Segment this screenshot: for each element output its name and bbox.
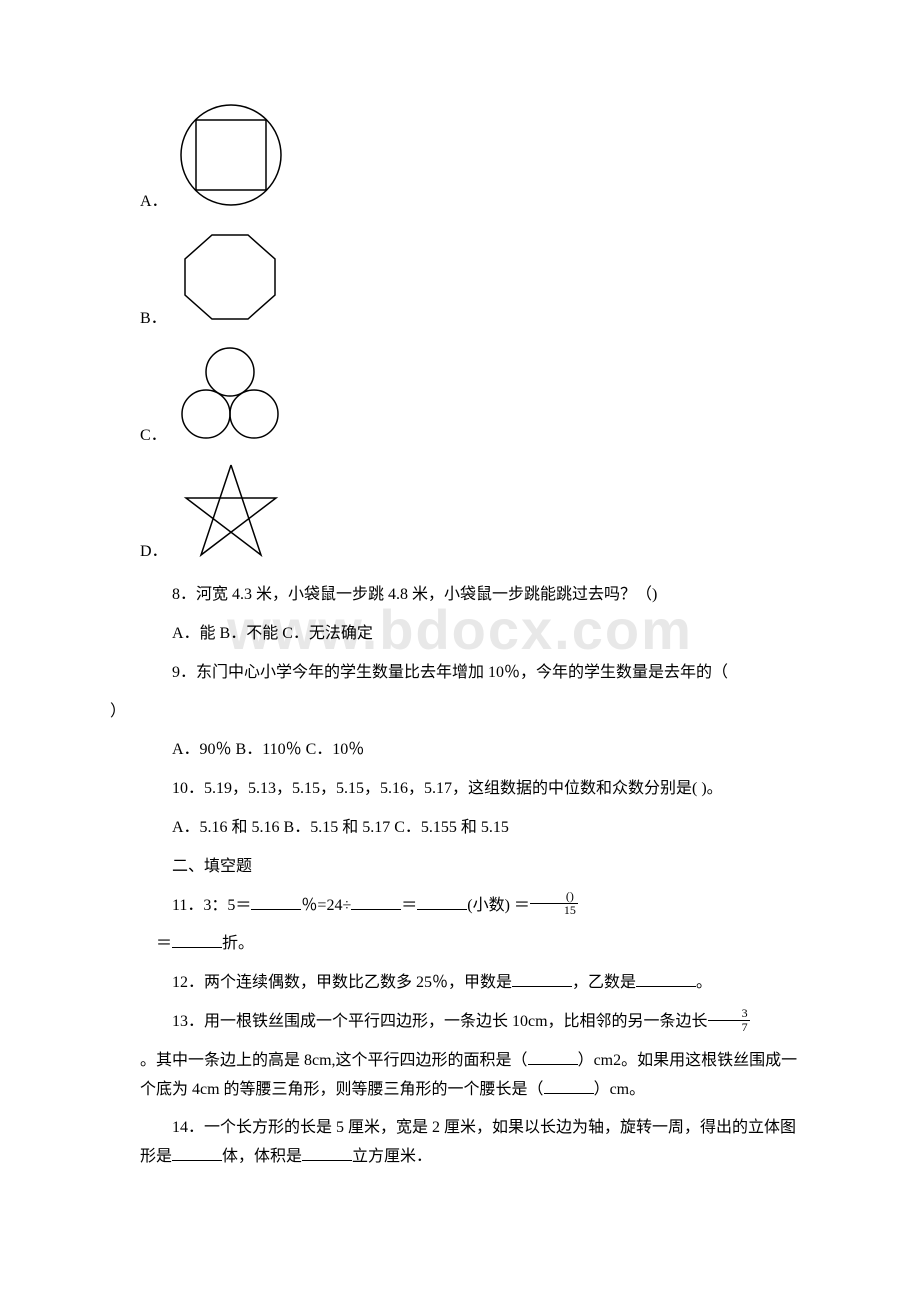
- q14-blank1: [172, 1144, 222, 1161]
- q8-choices: A．能 B．不能 C．无法确定: [140, 620, 810, 649]
- q13-line2: 。其中一条边上的高是 8cm,这个平行四边形的面积是（）cm2。如果用这根铁丝围…: [140, 1047, 810, 1105]
- q9-text-span: 9．东门中心小学今年的学生数量比去年增加 10％，今年的学生数量是去年的（: [172, 664, 728, 681]
- q14-p2: 体，体积是: [222, 1148, 302, 1165]
- q13-frac-num: 3: [708, 1007, 750, 1021]
- q12-blank2: [636, 970, 696, 987]
- q11-line2: ＝ 折。: [140, 930, 810, 959]
- q12-p1: 12．两个连续偶数，甲数比乙数多 25％，甲数是: [172, 974, 512, 991]
- document-content: A． B． C．: [140, 100, 810, 1172]
- q13-blank1: [528, 1048, 578, 1065]
- q11-p6: 折。: [222, 935, 254, 952]
- option-b-row: B．: [140, 227, 810, 338]
- q12-p3: 。: [696, 974, 712, 991]
- q13-fraction: 37: [708, 1007, 750, 1034]
- q13-line1: 13．用一根铁丝围成一个平行四边形，一条边长 10cm，比相邻的另一条边长37: [140, 1008, 810, 1037]
- shape-star: [176, 460, 286, 571]
- q9-close: ）: [110, 698, 810, 727]
- q11-blank2: [351, 893, 401, 910]
- option-b-label: B．: [140, 305, 167, 334]
- q11-frac-den: 15: [530, 904, 578, 917]
- q11-p5: ＝: [156, 935, 172, 952]
- q12-p2: ，乙数是: [572, 974, 636, 991]
- q10-choices: A．5.16 和 5.16 B．5.15 和 5.17 C．5.155 和 5.…: [140, 814, 810, 843]
- shape-square-in-circle: [176, 100, 286, 221]
- option-a-label: A．: [140, 188, 168, 217]
- option-d-row: D．: [140, 460, 810, 571]
- q13-blank2: [544, 1077, 594, 1094]
- option-a-row: A．: [140, 100, 810, 221]
- q11-line1: 11．3：5＝ ％=24÷ ＝ (小数) ＝()15: [140, 892, 810, 921]
- q12-blank1: [512, 970, 572, 987]
- q11-p2: ％=24÷: [301, 897, 351, 914]
- q8-text: 8．河宽 4.3 米，小袋鼠一步跳 4.8 米，小袋鼠一步跳能跳过去吗？（): [140, 581, 810, 610]
- q9-choices: A．90％ B．110％ C．10％: [140, 736, 810, 765]
- q11-blank1: [251, 893, 301, 910]
- shape-three-circles: [175, 344, 285, 455]
- q11-blank3: [417, 893, 467, 910]
- q14-p3: 立方厘米．: [352, 1148, 432, 1165]
- q12-line: 12．两个连续偶数，甲数比乙数多 25％，甲数是 ，乙数是 。: [140, 969, 810, 998]
- q13-p2: 。其中一条边上的高是 8cm,这个平行四边形的面积是（: [140, 1052, 528, 1069]
- q11-p3: ＝: [401, 897, 417, 914]
- q11-frac-num: (): [530, 890, 578, 904]
- q9-text: 9．东门中心小学今年的学生数量比去年增加 10％，今年的学生数量是去年的（: [140, 659, 810, 688]
- q11-fraction: ()15: [530, 890, 578, 917]
- q13-p4: ）cm。: [594, 1081, 646, 1098]
- shape-octagon: [175, 227, 285, 338]
- q10-text: 10．5.19，5.13，5.15，5.15，5.16，5.17，这组数据的中位…: [140, 775, 810, 804]
- option-c-label: C．: [140, 422, 167, 451]
- option-c-row: C．: [140, 344, 810, 455]
- q11-p4: (小数) ＝: [467, 897, 530, 914]
- section2-heading: 二、填空题: [140, 853, 810, 882]
- q14-blank2: [302, 1144, 352, 1161]
- q13-p1: 13．用一根铁丝围成一个平行四边形，一条边长 10cm，比相邻的另一条边长: [172, 1013, 708, 1030]
- q14-line: 14．一个长方形的长是 5 厘米，宽是 2 厘米，如果以长边为轴，旋转一周，得出…: [140, 1114, 810, 1172]
- q11-p1: 11．3：5＝: [172, 897, 251, 914]
- q11-blank4: [172, 931, 222, 948]
- option-d-label: D．: [140, 538, 168, 567]
- q13-frac-den: 7: [708, 1021, 750, 1034]
